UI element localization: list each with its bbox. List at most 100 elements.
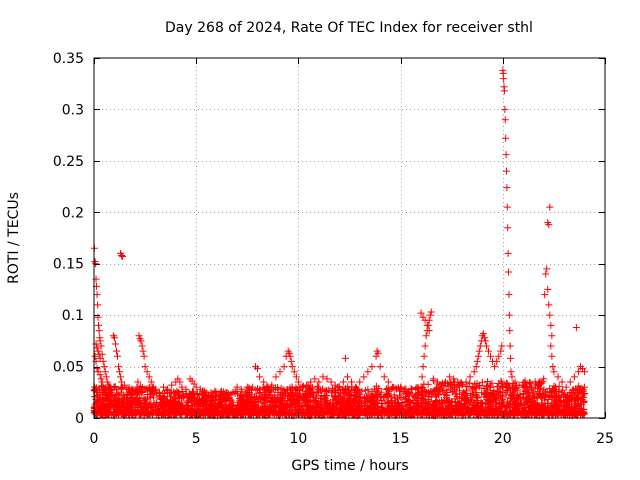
data-point [136, 409, 144, 417]
data-point [207, 397, 215, 405]
data-point [299, 391, 307, 399]
data-point [506, 327, 514, 335]
data-point [328, 403, 336, 411]
data-point [114, 399, 122, 407]
data-point [114, 389, 122, 397]
data-point [343, 373, 351, 381]
x-tick-label: 15 [392, 431, 410, 447]
data-point [137, 410, 145, 418]
data-point [112, 347, 120, 355]
data-point [320, 400, 328, 408]
data-point [150, 394, 158, 402]
data-point [152, 407, 160, 415]
data-point [235, 408, 243, 416]
data-point [506, 342, 514, 350]
data-point [544, 285, 552, 293]
data-point [94, 321, 102, 329]
data-point [153, 400, 161, 408]
data-point [360, 373, 368, 381]
y-tick-label: 0.15 [53, 257, 84, 273]
data-point [547, 342, 555, 350]
data-point [255, 395, 263, 403]
data-point [474, 352, 482, 360]
data-point [498, 342, 506, 350]
data-point [262, 385, 270, 393]
data-point [550, 368, 558, 376]
data-point [160, 408, 168, 416]
data-point [508, 373, 516, 381]
chart-title: Day 268 of 2024, Rate Of TEC Index for r… [165, 20, 533, 36]
x-tick-label: 5 [192, 431, 201, 447]
data-point [101, 403, 109, 411]
data-point [183, 411, 191, 419]
data-point [288, 383, 296, 391]
data-point [288, 401, 296, 409]
data-point [214, 402, 222, 410]
data-point [211, 409, 219, 417]
data-point [160, 403, 168, 411]
data-point [182, 410, 190, 418]
data-point [280, 363, 288, 371]
data-point [94, 313, 102, 321]
data-point [169, 388, 177, 396]
data-point [91, 408, 99, 416]
data-point [120, 410, 128, 418]
data-point [277, 390, 285, 398]
data-point [313, 382, 321, 390]
data-point [309, 396, 317, 404]
data-point [142, 385, 150, 393]
data-point [256, 373, 264, 381]
data-point [507, 354, 515, 362]
data-point [505, 268, 513, 276]
data-point [498, 392, 506, 400]
data-point [260, 378, 268, 386]
data-point [419, 363, 427, 371]
data-point [364, 368, 372, 376]
data-point [293, 385, 301, 393]
data-point [104, 408, 112, 416]
data-point [252, 386, 260, 394]
data-point [226, 397, 234, 405]
data-point [219, 401, 227, 409]
data-point [187, 391, 195, 399]
data-point [287, 396, 295, 404]
data-point [138, 342, 146, 350]
data-point [173, 387, 181, 395]
data-point [312, 399, 320, 407]
data-point [111, 340, 119, 348]
data-point [99, 357, 107, 365]
data-point [245, 411, 253, 419]
data-point [94, 301, 102, 309]
data-point [502, 151, 510, 159]
data-point [201, 396, 209, 404]
data-point [500, 75, 508, 83]
data-point [545, 301, 553, 309]
grid-lines [94, 58, 605, 418]
data-point [314, 384, 322, 392]
data-point [166, 389, 174, 397]
data-point [274, 388, 282, 396]
data-point [127, 406, 135, 414]
data-point [270, 410, 278, 418]
data-point [201, 398, 209, 406]
y-tick-label: 0 [75, 411, 84, 427]
data-point [93, 399, 101, 407]
data-point [148, 387, 156, 395]
data-point [503, 203, 511, 211]
data-point [331, 392, 339, 400]
data-point [196, 400, 204, 408]
data-point [132, 411, 140, 419]
data-point [427, 308, 435, 316]
data-point [125, 405, 133, 413]
data-point [220, 409, 228, 417]
data-point [246, 397, 254, 405]
data-point [227, 405, 235, 413]
data-point [144, 408, 152, 416]
data-point [339, 378, 347, 386]
data-point [167, 410, 175, 418]
data-point [195, 398, 203, 406]
data-point [502, 167, 510, 175]
data-point [310, 403, 318, 411]
data-point [278, 401, 286, 409]
